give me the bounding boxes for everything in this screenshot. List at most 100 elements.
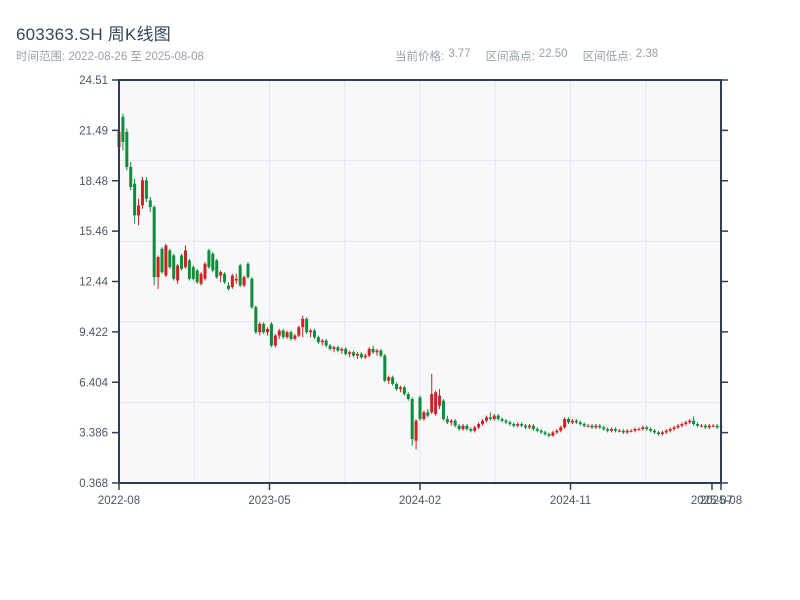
candle-down bbox=[531, 424, 535, 431]
candle-down bbox=[328, 343, 332, 351]
candle-up bbox=[676, 424, 680, 430]
candle-down bbox=[598, 424, 602, 430]
y-tick-label: 15.46 bbox=[79, 226, 108, 238]
gridlines bbox=[119, 80, 721, 483]
candle-up bbox=[414, 419, 418, 450]
candle-up bbox=[711, 424, 715, 428]
candle-up bbox=[398, 385, 402, 393]
candle-down bbox=[441, 399, 445, 421]
candle-down bbox=[289, 330, 293, 341]
candle-up bbox=[473, 425, 477, 433]
candle-down bbox=[649, 427, 653, 433]
y-tick-label: 21.49 bbox=[79, 125, 108, 137]
current-price-value: 3.77 bbox=[448, 48, 471, 60]
candle-down bbox=[715, 424, 719, 430]
candle-up bbox=[684, 420, 688, 426]
candle-down bbox=[410, 397, 414, 446]
candle-down bbox=[250, 277, 254, 309]
y-tick-label: 24.51 bbox=[79, 75, 108, 87]
candle-up bbox=[277, 328, 281, 339]
candle-up bbox=[668, 427, 672, 433]
candle-down bbox=[172, 253, 176, 281]
candle-down bbox=[590, 424, 594, 430]
candle-down bbox=[129, 161, 133, 191]
range-low-stat: 区间低点: 2.38 bbox=[583, 48, 659, 64]
x-tick-label: 2025-07 bbox=[691, 495, 733, 507]
candle-up bbox=[586, 424, 590, 428]
candle-down bbox=[269, 322, 273, 348]
candle-down bbox=[574, 419, 578, 425]
candle-up bbox=[273, 333, 277, 348]
candle-down bbox=[191, 265, 195, 281]
candle-down bbox=[453, 419, 457, 428]
candle-down bbox=[703, 424, 707, 430]
x-tick-label: 2025-08 bbox=[700, 495, 742, 507]
candle-down bbox=[547, 432, 551, 438]
candle-down bbox=[543, 430, 547, 436]
candle-up bbox=[430, 373, 434, 415]
candle-down bbox=[602, 425, 606, 431]
candle-down bbox=[656, 430, 660, 436]
candle-up bbox=[242, 275, 246, 288]
candle-up bbox=[481, 419, 485, 426]
candle-up bbox=[234, 273, 238, 284]
x-tick-label: 2024-02 bbox=[399, 495, 441, 507]
candle-down bbox=[133, 178, 137, 224]
candle-up bbox=[641, 425, 645, 431]
candle-down bbox=[539, 429, 543, 435]
candle-up bbox=[203, 262, 207, 281]
candle-down bbox=[312, 328, 316, 339]
candle-down bbox=[524, 424, 528, 430]
candle-down bbox=[391, 375, 395, 386]
candle-down bbox=[223, 272, 227, 284]
x-tick-label: 2024-11 bbox=[550, 495, 591, 507]
candle-down bbox=[406, 392, 410, 401]
candle-down bbox=[465, 424, 469, 431]
candle-up bbox=[629, 429, 633, 433]
candle-down bbox=[168, 248, 172, 269]
candle-up bbox=[660, 430, 664, 436]
candle-down bbox=[254, 305, 258, 334]
candle-up bbox=[348, 350, 352, 358]
candle-up bbox=[363, 353, 367, 359]
candle-up bbox=[449, 419, 453, 426]
candle-up bbox=[707, 424, 711, 430]
candle-up bbox=[688, 419, 692, 425]
axis-labels: 24.51 21.49 18.48 15.46 12.44 9.422 6.404 3.386… bbox=[79, 75, 742, 507]
candle-up bbox=[285, 330, 289, 339]
candle-down bbox=[488, 412, 492, 421]
candle-up bbox=[367, 347, 371, 358]
candle-down bbox=[352, 350, 356, 358]
candle-up bbox=[332, 345, 336, 353]
range-high-value: 22.50 bbox=[538, 48, 568, 60]
candle-down bbox=[316, 335, 320, 344]
range-low-value: 2.38 bbox=[635, 48, 659, 60]
candle-down bbox=[383, 353, 387, 383]
candle-down bbox=[125, 128, 129, 171]
candle-up bbox=[625, 429, 629, 435]
candle-down bbox=[520, 422, 524, 428]
candle-down bbox=[195, 268, 199, 284]
candle-up bbox=[164, 243, 168, 278]
axis-ticks bbox=[112, 79, 728, 490]
candle-down bbox=[504, 419, 508, 425]
candle-down bbox=[207, 248, 211, 269]
range-high-label: 区间高点: bbox=[485, 51, 535, 63]
current-price-stat: 当前价格: 3.77 bbox=[395, 48, 471, 64]
candle-up bbox=[434, 390, 438, 416]
candle-down bbox=[567, 417, 571, 425]
candle-down bbox=[160, 247, 164, 274]
candle-down bbox=[336, 345, 340, 353]
price-stats-row: 当前价格: 3.77 区间高点: 22.50 区间低点: 2.38 bbox=[395, 48, 658, 64]
candle-up bbox=[551, 430, 555, 437]
candle-down bbox=[606, 427, 610, 433]
candle-up bbox=[219, 270, 223, 283]
y-tick-label: 12.44 bbox=[79, 277, 108, 289]
candle-up bbox=[309, 328, 313, 338]
candle-up bbox=[176, 263, 180, 284]
candle-down bbox=[180, 253, 184, 271]
y-tick-label: 6.404 bbox=[79, 377, 108, 389]
candle-up bbox=[477, 422, 481, 430]
